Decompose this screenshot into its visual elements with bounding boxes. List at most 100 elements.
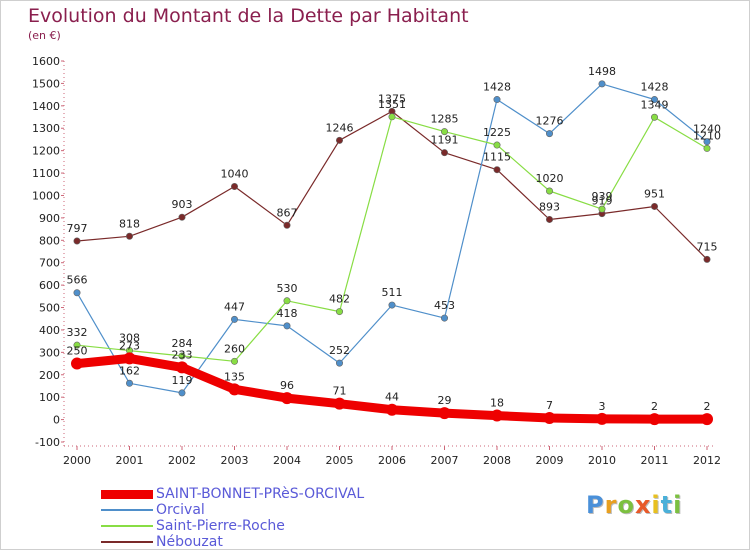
data-point bbox=[178, 213, 186, 221]
data-label: 233 bbox=[172, 348, 193, 361]
data-point bbox=[491, 409, 503, 422]
data-point bbox=[126, 232, 134, 240]
data-label: 511 bbox=[382, 286, 403, 299]
data-point bbox=[73, 341, 81, 349]
data-label: 250 bbox=[67, 345, 88, 358]
data-point bbox=[283, 221, 291, 229]
data-label: 1428 bbox=[483, 81, 511, 94]
data-label: 1349 bbox=[641, 98, 669, 111]
y-tick-label: 700 bbox=[39, 257, 60, 270]
data-label: 1115 bbox=[483, 151, 511, 164]
data-labels-layer: 250 273 233 135 96 71 44 29 18 7 3 2 2 566 162 119 447 41… bbox=[67, 65, 722, 413]
data-label: 903 bbox=[172, 198, 193, 211]
data-label: 44 bbox=[385, 391, 399, 404]
y-tick-label: 1100 bbox=[32, 167, 60, 180]
data-point bbox=[388, 301, 396, 309]
data-point bbox=[73, 289, 81, 297]
y-tick-label: 200 bbox=[39, 369, 60, 382]
data-label: 482 bbox=[329, 293, 350, 306]
data-point bbox=[440, 128, 448, 136]
y-tick-label: 100 bbox=[39, 391, 60, 404]
y-tick-label: 900 bbox=[39, 212, 60, 225]
data-point bbox=[543, 412, 556, 425]
y-tick-label: 1000 bbox=[32, 189, 60, 202]
legend-label: Orcival bbox=[156, 502, 205, 518]
data-point bbox=[648, 413, 661, 426]
y-tick-label: 600 bbox=[39, 279, 60, 292]
data-point bbox=[438, 407, 451, 420]
data-label: 96 bbox=[280, 379, 294, 392]
data-label: 7 bbox=[546, 399, 553, 412]
data-point bbox=[231, 183, 239, 191]
data-point bbox=[598, 205, 606, 213]
data-label: 566 bbox=[67, 274, 88, 287]
data-label: 1040 bbox=[221, 168, 249, 181]
data-label: 2 bbox=[704, 400, 711, 413]
data-point bbox=[176, 361, 188, 374]
data-label: 1285 bbox=[431, 113, 459, 126]
data-point bbox=[650, 202, 658, 210]
legend-label: Nébouzat bbox=[156, 534, 223, 550]
data-label: 1276 bbox=[536, 115, 564, 128]
y-tick-label: 1300 bbox=[32, 122, 60, 135]
y-tick-label: 0 bbox=[53, 414, 60, 427]
y-tick-label: 1200 bbox=[32, 145, 60, 158]
data-label: 919 bbox=[592, 195, 613, 208]
data-label: 3 bbox=[599, 400, 606, 413]
logo-letter: o bbox=[617, 491, 635, 519]
chart-subtitle: (en €) bbox=[28, 29, 61, 42]
x-tick-label: 2012 bbox=[693, 454, 721, 467]
data-point bbox=[703, 144, 711, 152]
logo-letter: i bbox=[673, 491, 683, 519]
series-layer bbox=[71, 80, 713, 426]
data-point bbox=[596, 412, 608, 425]
x-tick-label: 2010 bbox=[588, 454, 616, 467]
data-point bbox=[545, 130, 553, 138]
x-tick-label: 2004 bbox=[273, 454, 301, 467]
y-tick-label: 500 bbox=[39, 302, 60, 315]
data-point bbox=[386, 403, 398, 416]
y-tick-label: 300 bbox=[39, 346, 60, 359]
data-label: 252 bbox=[329, 344, 350, 357]
data-label: 1375 bbox=[378, 92, 406, 105]
data-label: 273 bbox=[119, 339, 140, 352]
data-point bbox=[178, 389, 186, 397]
data-label: 1246 bbox=[326, 121, 354, 134]
data-point bbox=[335, 359, 343, 367]
data-label: 893 bbox=[539, 200, 560, 213]
logo-letter: i bbox=[651, 491, 661, 519]
data-label: 867 bbox=[277, 206, 298, 219]
x-tick-label: 2011 bbox=[641, 454, 669, 467]
proxiti-logo: Proxiti bbox=[586, 491, 682, 519]
data-point bbox=[440, 314, 448, 322]
legend-label: SAINT-BONNET-PRèS-ORCIVAL bbox=[156, 486, 365, 502]
data-point bbox=[545, 187, 553, 195]
data-point bbox=[703, 255, 711, 263]
data-label: 308 bbox=[119, 332, 140, 345]
legend-swatch bbox=[101, 509, 153, 511]
x-tick-label: 2006 bbox=[378, 454, 406, 467]
data-point bbox=[178, 352, 186, 360]
data-point bbox=[493, 141, 501, 149]
x-tick-label: 2009 bbox=[536, 454, 564, 467]
data-point bbox=[703, 138, 711, 146]
data-label: 453 bbox=[434, 299, 455, 312]
data-label: 119 bbox=[172, 374, 193, 387]
data-point bbox=[123, 352, 136, 365]
series-line-3 bbox=[76, 110, 708, 260]
data-label: 715 bbox=[697, 240, 718, 253]
data-label: 18 bbox=[490, 397, 504, 410]
y-tick-label: -100 bbox=[35, 436, 60, 449]
data-point bbox=[650, 96, 658, 104]
data-point bbox=[440, 149, 448, 157]
data-point bbox=[335, 136, 343, 144]
legend-swatch bbox=[101, 490, 153, 499]
data-label: 71 bbox=[333, 385, 347, 398]
data-point bbox=[493, 166, 501, 174]
x-tick-label: 2008 bbox=[483, 454, 511, 467]
data-label: 1225 bbox=[483, 126, 511, 139]
logo-letter: t bbox=[660, 491, 674, 519]
data-label: 1210 bbox=[693, 129, 721, 142]
data-label: 1191 bbox=[431, 134, 459, 147]
